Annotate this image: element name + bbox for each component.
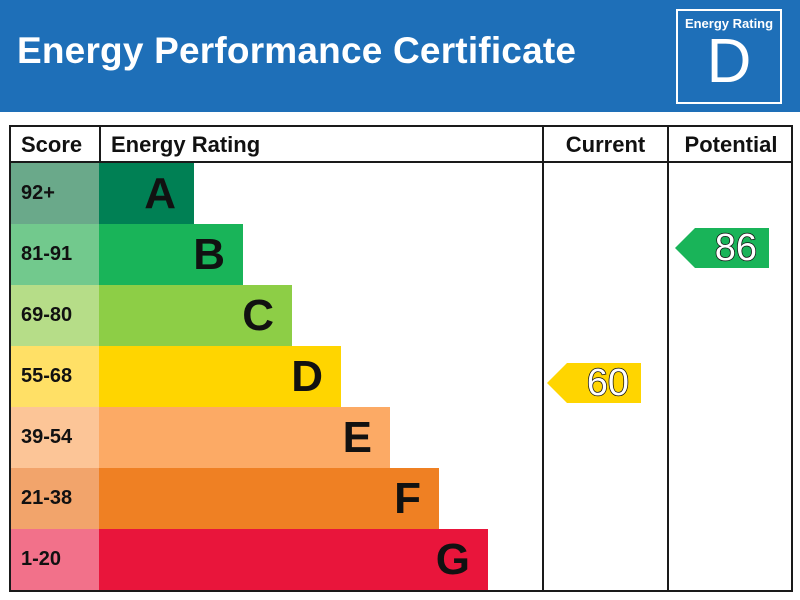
potential-rating-arrow: 86 [675, 226, 769, 270]
current-rating-arrow: 60 [547, 361, 641, 405]
rating-letter: A [144, 168, 176, 218]
rating-bar-e: E [99, 407, 390, 468]
rating-letter: G [435, 534, 470, 584]
score-cell: 81-91 [11, 224, 99, 285]
column-header-current: Current [565, 131, 646, 157]
score-cell: 92+ [11, 163, 99, 224]
energy-rating-table: Score Energy Rating Current Potential 92… [9, 125, 793, 592]
score-cell: 39-54 [11, 407, 99, 468]
rating-bar-d: D [99, 346, 341, 407]
column-header-score: Score [21, 131, 83, 157]
potential-rating-value: 86 [714, 226, 758, 270]
rating-bar-b: B [99, 224, 243, 285]
header-divider [11, 161, 791, 163]
score-cell: 21-38 [11, 468, 99, 529]
column-divider [542, 127, 544, 590]
rating-bar-g: G [99, 529, 488, 590]
score-cell: 1-20 [11, 529, 99, 590]
rating-letter: C [242, 290, 274, 340]
rating-bar-f: F [99, 468, 439, 529]
current-rating-value: 60 [586, 361, 630, 405]
score-cell: 69-80 [11, 285, 99, 346]
column-header-energy-rating: Energy Rating [111, 131, 261, 157]
score-cell: 55-68 [11, 346, 99, 407]
rating-letter: B [193, 229, 225, 279]
rating-letter: D [291, 351, 323, 401]
rating-letter: E [342, 412, 372, 462]
arrow-shape-icon [675, 228, 769, 268]
arrow-shape-icon [547, 363, 641, 403]
rating-bar-a: A [99, 163, 194, 224]
rating-letter: F [394, 473, 421, 523]
badge-letter: D [706, 27, 752, 96]
rating-bar-c: C [99, 285, 292, 346]
column-header-potential: Potential [684, 131, 778, 157]
column-divider [667, 127, 669, 590]
badge-label: Energy Rating [684, 16, 774, 31]
page-title: Energy Performance Certificate [17, 30, 577, 71]
energy-rating-badge: Energy Rating D [676, 9, 782, 104]
certificate-header: Energy Performance Certificate Energy Ra… [0, 0, 800, 112]
